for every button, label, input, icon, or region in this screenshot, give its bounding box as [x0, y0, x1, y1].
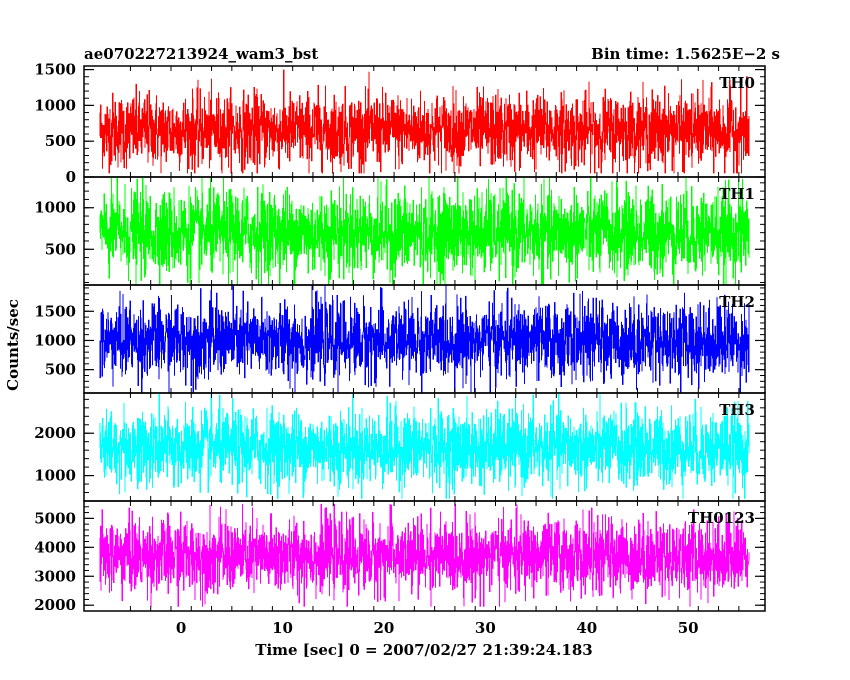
y-tick-label: 5000 — [34, 509, 76, 527]
panels-group: 0 500 1000 1500 TH0 500 1000 TH1 500 1000 1500 TH2 1… — [34, 61, 766, 614]
series-line-th2 — [99, 285, 750, 393]
y-tick-label: 1000 — [34, 331, 76, 349]
series-line-th1 — [99, 177, 750, 285]
panel-label-th0123: TH0123 — [688, 509, 755, 527]
x-tick-label: 40 — [576, 619, 597, 637]
panel-label-th3: TH3 — [719, 401, 755, 419]
chart-title-left: ae070227213924_wam3_bst — [84, 45, 318, 63]
y-tick-label: 1000 — [34, 199, 76, 217]
y-tick-label: 1500 — [34, 302, 76, 320]
y-tick-label: 3000 — [34, 567, 76, 585]
y-tick-label: 500 — [45, 361, 76, 379]
series-line-th0 — [99, 69, 750, 174]
y-tick-label: 4000 — [34, 538, 76, 556]
panel-frame — [83, 500, 766, 612]
x-tick-label: 20 — [374, 619, 395, 637]
y-tick-label: 0 — [66, 168, 76, 186]
y-tick-label: 1000 — [34, 467, 76, 485]
x-tick-label: 0 — [176, 619, 186, 637]
y-tick-label: 1500 — [34, 61, 76, 79]
x-axis-label: Time [sec] 0 = 2007/02/27 21:39:24.183 — [255, 641, 592, 659]
panel-th3: 1000 2000 TH3 — [34, 392, 766, 502]
y-tick-label: 2000 — [34, 596, 76, 614]
chart-title-right: Bin time: 1.5625E−2 s — [591, 45, 780, 63]
y-axis-label: Counts/sec — [4, 299, 22, 391]
y-tick-label: 500 — [45, 240, 76, 258]
y-tick-label: 1000 — [34, 96, 76, 114]
series-line-th0123 — [99, 503, 750, 607]
x-tick-label: 10 — [272, 619, 293, 637]
panel-label-th2: TH2 — [719, 293, 755, 311]
y-tick-label: 500 — [45, 132, 76, 150]
x-tick-label: 30 — [475, 619, 496, 637]
panel-th0: 0 500 1000 1500 TH0 — [34, 61, 766, 186]
x-tick-label: 50 — [678, 619, 699, 637]
panel-label-th1: TH1 — [719, 185, 755, 203]
series-line-th3 — [99, 393, 750, 499]
panel-label-th0: TH0 — [719, 74, 755, 92]
panel-th2: 500 1000 1500 TH2 — [34, 284, 766, 394]
x-axis: 0 10 20 30 40 50 — [176, 619, 699, 637]
panel-th1: 500 1000 TH1 — [34, 176, 766, 286]
y-tick-label: 2000 — [34, 424, 76, 442]
panel-th0123: 2000 3000 4000 5000 TH0123 — [34, 500, 766, 614]
